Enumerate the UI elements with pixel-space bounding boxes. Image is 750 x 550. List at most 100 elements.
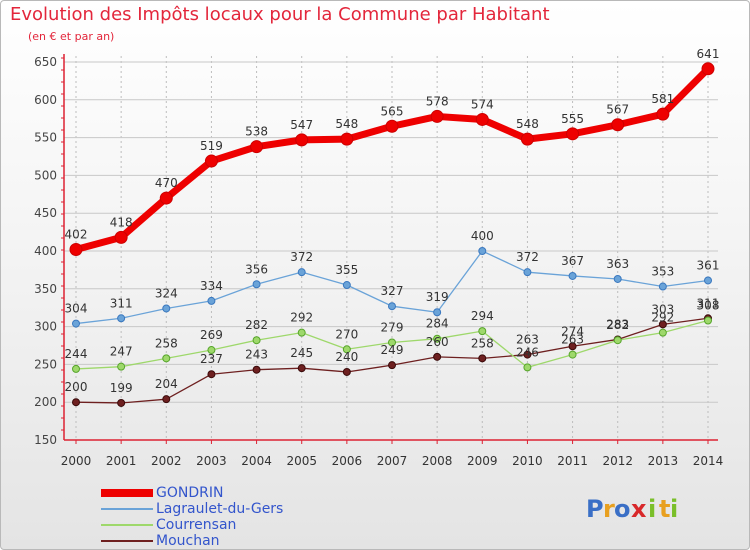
- data-label: 200: [65, 380, 88, 394]
- data-label: 324: [155, 286, 178, 300]
- data-label: 260: [426, 335, 449, 349]
- data-label: 334: [200, 279, 223, 293]
- data-point: [69, 242, 83, 256]
- data-point: [342, 345, 351, 354]
- data-label: 258: [471, 336, 494, 350]
- data-label: 249: [381, 343, 404, 357]
- data-label: 356: [245, 262, 268, 276]
- data-label: 641: [697, 47, 720, 61]
- x-tick-label: 2010: [512, 454, 543, 468]
- data-point: [117, 362, 126, 371]
- data-label: 567: [606, 103, 629, 117]
- logo-letter: P: [586, 495, 604, 523]
- x-tick-label: 2009: [467, 454, 498, 468]
- data-point: [613, 336, 622, 345]
- data-point: [704, 316, 712, 325]
- data-point: [162, 395, 171, 404]
- y-tick-label: 400: [34, 244, 57, 258]
- data-label: 519: [200, 139, 223, 153]
- data-point: [520, 132, 534, 146]
- data-label: 244: [65, 347, 88, 361]
- data-label: 311: [697, 296, 720, 310]
- data-label: 240: [335, 350, 358, 364]
- legend-swatch: [101, 524, 153, 526]
- y-tick-label: 550: [34, 131, 57, 145]
- data-point: [340, 132, 354, 146]
- y-tick-label: 200: [34, 395, 57, 409]
- data-label: 400: [471, 229, 494, 243]
- data-point: [611, 118, 625, 132]
- x-tick-label: 2005: [286, 454, 317, 468]
- data-point: [433, 352, 442, 361]
- data-point: [388, 361, 396, 370]
- data-point: [117, 398, 126, 407]
- y-tick-label: 250: [34, 357, 57, 371]
- legend-label: Courrensan: [156, 517, 237, 533]
- data-point: [475, 112, 489, 126]
- data-label: 263: [516, 333, 539, 347]
- data-point: [656, 107, 670, 121]
- legend-item: Lagraulet-du-Gers: [101, 501, 321, 517]
- data-point: [250, 140, 264, 154]
- x-tick-label: 2007: [377, 454, 408, 468]
- x-tick-label: 2008: [422, 454, 453, 468]
- data-label: 319: [426, 290, 449, 304]
- data-point: [701, 62, 715, 76]
- legend-item: Courrensan: [101, 517, 321, 533]
- x-tick-label: 2012: [602, 454, 633, 468]
- data-label: 470: [155, 176, 178, 190]
- legend-label: GONDRIN: [156, 485, 224, 501]
- data-point: [613, 274, 622, 283]
- data-point: [478, 327, 487, 336]
- data-label: 282: [245, 318, 268, 332]
- data-point: [162, 354, 171, 363]
- data-label: 361: [697, 258, 720, 272]
- x-tick-label: 2003: [196, 454, 227, 468]
- data-label: 284: [426, 317, 449, 331]
- data-point: [117, 314, 126, 323]
- data-label: 204: [155, 377, 178, 391]
- data-point: [658, 320, 667, 329]
- data-label: 363: [606, 257, 629, 271]
- data-label: 372: [290, 250, 313, 264]
- data-label: 279: [381, 320, 404, 334]
- data-point: [704, 276, 712, 285]
- data-label: 246: [516, 345, 539, 359]
- data-label: 574: [471, 97, 494, 111]
- data-label: 283: [606, 317, 629, 331]
- data-label: 303: [651, 302, 674, 316]
- data-point: [207, 346, 216, 355]
- x-tick-label: 2006: [332, 454, 363, 468]
- data-point: [342, 281, 351, 290]
- data-label: 304: [65, 302, 88, 316]
- data-label: 538: [245, 125, 268, 139]
- data-label: 243: [245, 348, 268, 362]
- data-point: [297, 328, 306, 337]
- data-point: [433, 334, 442, 343]
- data-point: [566, 127, 580, 141]
- data-point: [568, 342, 577, 351]
- y-tick-label: 450: [34, 206, 57, 220]
- y-tick-label: 600: [34, 93, 57, 107]
- data-label: 565: [381, 104, 404, 118]
- y-tick-label: 350: [34, 282, 57, 296]
- data-point: [523, 363, 532, 372]
- data-point: [430, 109, 444, 123]
- data-label: 245: [290, 346, 313, 360]
- chart-subtitle: (en € et par an): [28, 30, 115, 43]
- chart-legend: GONDRIN Lagraulet-du-Gers Courrensan Moucha…: [101, 485, 321, 549]
- x-tick-label: 2000: [61, 454, 92, 468]
- data-label: 263: [561, 333, 584, 347]
- x-tick-label: 2004: [241, 454, 272, 468]
- data-point: [162, 304, 171, 313]
- y-tick-label: 150: [34, 433, 57, 447]
- logo-letter: i: [648, 495, 656, 523]
- data-label: 367: [561, 254, 584, 268]
- data-label: 282: [606, 318, 629, 332]
- logo-letter: o: [614, 495, 631, 523]
- data-label: 581: [651, 92, 674, 106]
- data-point: [388, 338, 396, 347]
- data-point: [72, 364, 80, 373]
